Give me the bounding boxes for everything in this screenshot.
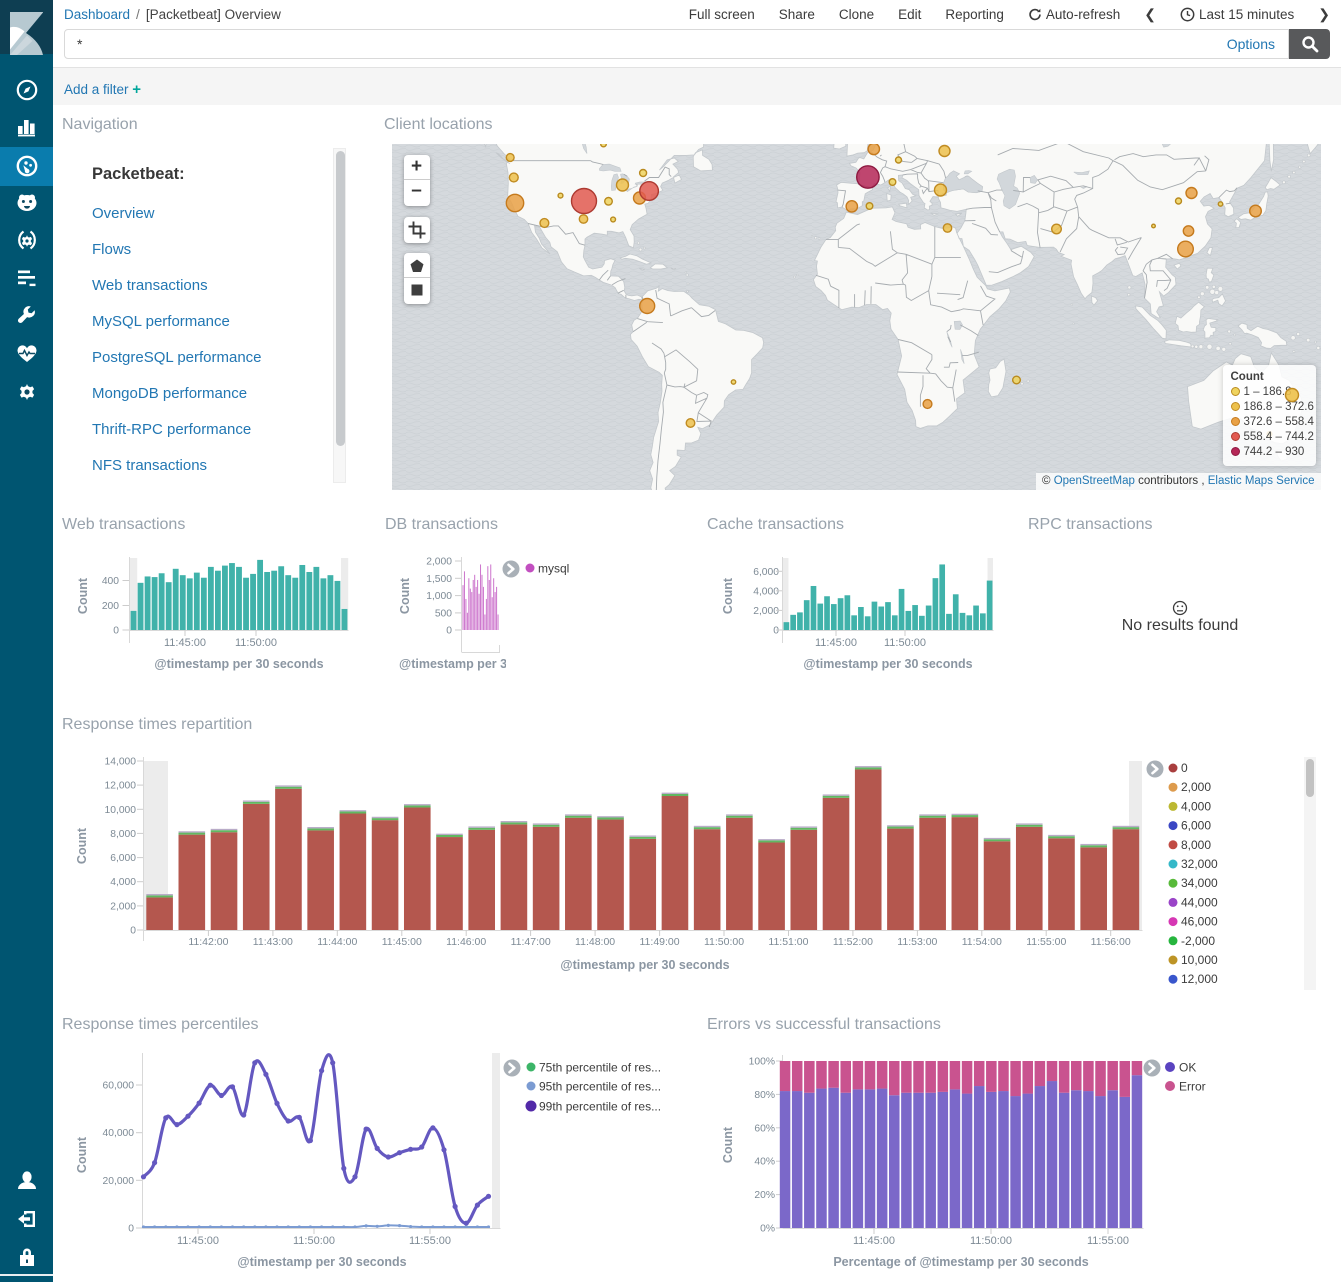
svg-text:Count: Count	[721, 577, 735, 614]
svg-text:0: 0	[130, 926, 136, 937]
svg-text:11:50:00: 11:50:00	[293, 1235, 335, 1247]
svg-text:@timestamp per 30 seconds: @timestamp per 30 seconds	[803, 657, 972, 671]
svg-text:11:45:00: 11:45:00	[177, 1235, 219, 1247]
svg-text:44,000: 44,000	[1181, 895, 1218, 909]
svg-text:1,000: 1,000	[426, 591, 452, 602]
svg-text:10,000: 10,000	[105, 805, 137, 816]
svg-text:4,000: 4,000	[1181, 799, 1211, 813]
svg-text:6,000: 6,000	[110, 853, 136, 864]
svg-text:100%: 100%	[749, 1057, 775, 1068]
svg-text:12,000: 12,000	[105, 781, 137, 792]
svg-text:12,000: 12,000	[1181, 972, 1218, 986]
svg-text:99th percentile of res...: 99th percentile of res...	[539, 1100, 661, 1114]
svg-text:Percentage of @timestamp per 3: Percentage of @timestamp per 30 seconds	[833, 1255, 1088, 1269]
svg-text:11:50:00: 11:50:00	[704, 936, 744, 948]
svg-text:11:51:00: 11:51:00	[768, 936, 808, 948]
svg-text:4,000: 4,000	[753, 586, 779, 597]
svg-text:32,000: 32,000	[1181, 857, 1218, 871]
svg-text:No results found: No results found	[1122, 617, 1239, 634]
svg-text:60,000: 60,000	[103, 1081, 135, 1092]
svg-text:40,000: 40,000	[103, 1128, 135, 1139]
svg-text:11:45:00: 11:45:00	[382, 936, 422, 948]
svg-text:8,000: 8,000	[1181, 838, 1211, 852]
svg-text:11:49:00: 11:49:00	[640, 936, 680, 948]
svg-text:11:56:00: 11:56:00	[1091, 936, 1131, 948]
svg-text:11:45:00: 11:45:00	[164, 637, 206, 649]
svg-text:20,000: 20,000	[103, 1176, 135, 1187]
svg-text:40%: 40%	[754, 1157, 775, 1168]
svg-text:34,000: 34,000	[1181, 876, 1218, 890]
svg-text:11:53:00: 11:53:00	[897, 936, 937, 948]
svg-text:14,000: 14,000	[105, 757, 137, 768]
svg-text:11:50:00: 11:50:00	[235, 637, 277, 649]
svg-text:400: 400	[102, 576, 119, 587]
svg-text:4,000: 4,000	[110, 877, 136, 888]
svg-text:11:43:00: 11:43:00	[253, 936, 293, 948]
svg-text:10,000: 10,000	[1181, 953, 1218, 967]
svg-text:2,000: 2,000	[426, 557, 452, 568]
svg-text:6,000: 6,000	[753, 567, 779, 578]
svg-text:0: 0	[128, 1224, 134, 1235]
svg-text:mysql: mysql	[538, 562, 569, 576]
svg-text:0%: 0%	[760, 1224, 775, 1235]
svg-text:11:55:00: 11:55:00	[1026, 936, 1066, 948]
svg-text:@timestamp per 30 seconds: @timestamp per 30 seconds	[560, 958, 729, 972]
svg-text:11:54:00: 11:54:00	[962, 936, 1002, 948]
svg-text:11:52:00: 11:52:00	[833, 936, 873, 948]
svg-text:-2,000: -2,000	[1181, 934, 1215, 948]
svg-text:46,000: 46,000	[1181, 915, 1218, 929]
svg-text:500: 500	[435, 608, 452, 619]
svg-text:Count: Count	[75, 1136, 89, 1173]
svg-text:Count: Count	[75, 827, 89, 864]
svg-text:80%: 80%	[754, 1090, 775, 1101]
svg-text:8,000: 8,000	[110, 829, 136, 840]
svg-text:11:48:00: 11:48:00	[575, 936, 615, 948]
svg-text:OK: OK	[1179, 1061, 1196, 1075]
svg-text:@timestamp per 30 seconds: @timestamp per 30 seconds	[154, 657, 323, 671]
svg-text:11:55:00: 11:55:00	[409, 1235, 451, 1247]
svg-text:1,500: 1,500	[426, 574, 452, 585]
svg-text:60%: 60%	[754, 1123, 775, 1134]
svg-text:200: 200	[102, 601, 119, 612]
svg-text:11:44:00: 11:44:00	[317, 936, 357, 948]
svg-text:0: 0	[113, 626, 119, 637]
svg-text:11:45:00: 11:45:00	[853, 1235, 895, 1247]
svg-text:2,000: 2,000	[110, 901, 136, 912]
svg-text:0: 0	[1181, 761, 1188, 775]
svg-text:6,000: 6,000	[1181, 819, 1211, 833]
svg-text:20%: 20%	[754, 1190, 775, 1201]
svg-text:Count: Count	[398, 577, 412, 614]
svg-text:2,000: 2,000	[1181, 780, 1211, 794]
svg-text:11:50:00: 11:50:00	[970, 1235, 1012, 1247]
svg-text:11:45:00: 11:45:00	[815, 637, 857, 649]
svg-text:Error: Error	[1179, 1080, 1206, 1094]
svg-text:Count: Count	[721, 1126, 735, 1163]
svg-text:11:46:00: 11:46:00	[446, 936, 486, 948]
svg-text:Count: Count	[76, 577, 90, 614]
svg-text:2,000: 2,000	[753, 606, 779, 617]
svg-text:0: 0	[773, 626, 779, 637]
svg-text:0: 0	[446, 626, 452, 637]
svg-text:11:42:00: 11:42:00	[188, 936, 228, 948]
svg-text:95th percentile of res...: 95th percentile of res...	[539, 1080, 661, 1094]
svg-text:11:47:00: 11:47:00	[511, 936, 551, 948]
svg-text:11:50:00: 11:50:00	[884, 637, 926, 649]
svg-text:75th percentile of res...: 75th percentile of res...	[539, 1061, 661, 1075]
svg-text:11:55:00: 11:55:00	[1087, 1235, 1129, 1247]
svg-text:@timestamp per 30 seconds: @timestamp per 30 seconds	[237, 1255, 406, 1269]
svg-text:@timestamp per 30 seconds: @timestamp per 30 seconds	[399, 657, 568, 671]
